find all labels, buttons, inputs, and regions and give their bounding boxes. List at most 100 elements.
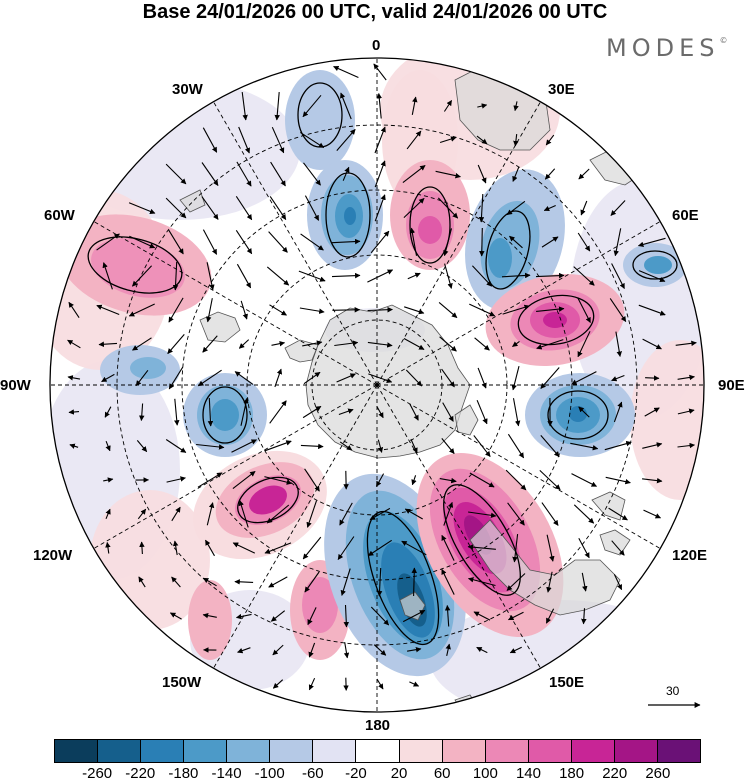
wind-vector-arrow [546, 571, 553, 593]
wind-vector-arrow [302, 94, 322, 118]
colorbar [54, 739, 701, 763]
wind-vector-arrow [206, 262, 215, 291]
wind-vector-arrow [240, 397, 249, 426]
wind-vector-arrow [611, 374, 625, 382]
wind-vector-arrow [505, 469, 527, 491]
graticule [50, 58, 704, 712]
wind-vector-arrow [343, 604, 350, 628]
wind-vector-arrow [332, 307, 361, 313]
wind-vector-arrow [604, 440, 632, 451]
wind-vector-arrow [511, 365, 520, 391]
wind-vector-arrow [274, 92, 280, 121]
wind-vector-arrow [304, 468, 320, 492]
wind-vector-arrow [507, 502, 525, 526]
wind-vector-arrow [376, 567, 383, 597]
wind-vector-arrow [271, 126, 285, 154]
wind-vector-arrow [272, 644, 284, 656]
wind-vector-arrow [506, 200, 526, 216]
colorbar-tick-label: 180 [559, 765, 585, 782]
colorbar-swatch [528, 740, 572, 762]
wind-vector-arrow [374, 194, 386, 222]
colorbar-tick-label: -100 [254, 765, 285, 782]
wind-vector-arrow [638, 270, 666, 283]
label-120w: 120W [33, 547, 73, 564]
wind-vector-arrow [445, 643, 451, 657]
wind-vector-arrow [234, 579, 254, 585]
wind-vector-arrow [473, 435, 491, 458]
wind-vector-arrow [581, 608, 587, 625]
contour-lines [87, 82, 678, 646]
wind-vector-arrow [677, 442, 696, 449]
wind-vector-arrow [302, 536, 322, 560]
wind-vector-arrow [96, 233, 120, 251]
wind-vector-arrow [469, 472, 495, 488]
wind-vector-arrow [513, 101, 519, 112]
wind-vector-arrow [307, 607, 317, 626]
wind-vector-arrow [299, 307, 325, 314]
wind-vector-arrow [202, 612, 217, 619]
wind-vector-arrow [476, 646, 488, 654]
wind-vector-arrow [303, 162, 321, 186]
wind-vector-arrow [439, 477, 457, 484]
wind-vector-arrow [403, 338, 425, 350]
wind-vector-arrow [268, 576, 288, 588]
wind-vector-arrow [642, 338, 662, 350]
wind-vector-arrow [205, 539, 215, 557]
wind-vector-arrow [165, 197, 187, 219]
wind-vector-arrow [443, 228, 453, 257]
wind-vector-arrow [270, 610, 286, 622]
wind-vector-arrow [298, 270, 326, 282]
wind-vector-arrow [129, 235, 156, 249]
wind-vector-arrow [235, 229, 253, 255]
wind-vector-arrow [266, 266, 290, 286]
wind-vector-arrow [196, 443, 225, 450]
wind-vector-arrow [477, 367, 487, 389]
anomaly-positive-15e [382, 70, 470, 270]
label-30w: 30W [172, 81, 203, 98]
wind-vector-arrow [407, 646, 422, 653]
wind-vector-arrow [238, 339, 250, 349]
colorbar-tick-label: 100 [472, 765, 498, 782]
wind-vector-arrow [570, 442, 599, 451]
wind-vector-arrow [266, 504, 290, 524]
wind-vector-arrow [241, 92, 248, 121]
wind-vector-arrow [444, 604, 451, 627]
wind-vector-arrow [68, 301, 80, 319]
wind-vector-arrow [577, 297, 591, 323]
wind-vector-arrow [303, 371, 321, 385]
label-150w: 150W [162, 674, 202, 691]
wind-vector-arrow [642, 442, 663, 449]
wind-vector-arrow [128, 303, 155, 317]
wind-vector-arrow [677, 374, 695, 381]
colorbar-swatch [356, 740, 400, 762]
wind-vector-arrow [613, 401, 623, 423]
anomaly-negative-90e [525, 373, 635, 457]
colorbar-swatch [485, 740, 529, 762]
wind-vector-arrow [172, 540, 179, 556]
wind-vector-arrow [638, 304, 666, 316]
wind-vector-arrow [540, 435, 560, 458]
colorbar-swatch [442, 740, 486, 762]
colorbar-swatch [399, 740, 443, 762]
wind-vector-arrow [165, 439, 187, 453]
colorbar-tick-label: -140 [211, 765, 242, 782]
colorbar-swatch [657, 740, 700, 762]
wind-vector-arrow [605, 476, 631, 485]
wind-vector-arrow [539, 469, 561, 491]
wind-vector-arrow [236, 263, 252, 289]
wind-vector-arrow [642, 477, 663, 484]
wind-vector-arrow [577, 232, 591, 252]
reference-vector-value: 30 [666, 684, 680, 698]
colorbar-swatch [227, 740, 271, 762]
wind-vector-arrow [300, 233, 324, 251]
wind-vector-arrow [68, 409, 80, 415]
wind-vector-arrow [477, 103, 488, 109]
wind-vector-arrow [541, 502, 559, 526]
label-90w: 90W [0, 377, 31, 394]
wind-vector-arrow [545, 134, 555, 146]
colorbar-swatch [270, 740, 314, 762]
wind-vector-arrow [509, 235, 523, 249]
label-180: 180 [365, 717, 391, 734]
wind-vector-arrow [439, 336, 457, 352]
wind-vector-arrow [571, 473, 597, 487]
